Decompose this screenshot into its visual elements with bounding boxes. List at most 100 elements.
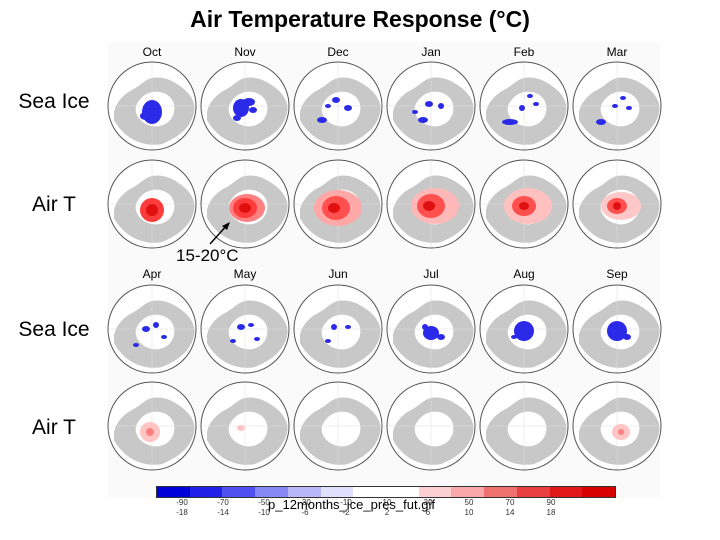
colorbar-swatch (157, 487, 190, 497)
annotation-arrow (209, 222, 230, 245)
map-air-t-bottom-5 (478, 380, 570, 472)
anomaly-patch (412, 110, 418, 114)
anomaly-patch (142, 326, 150, 332)
annotation-label: 15-20°C (176, 246, 239, 265)
anomaly-patch (425, 101, 433, 107)
anomaly-patch (422, 324, 428, 330)
anomaly-patch (519, 202, 529, 210)
map-sea-ice-top-6 (571, 60, 663, 152)
row-label-air-t-bottom: Air T (32, 416, 76, 439)
row-label-sea-ice-top: Sea Ice (18, 90, 90, 113)
colorbar-swatch (222, 487, 256, 497)
anomaly-patch (511, 335, 517, 339)
map-sea-ice-bottom-5 (478, 283, 570, 375)
anomaly-patch (161, 335, 167, 339)
anomaly-patch (237, 425, 245, 431)
map-sea-ice-top-4 (385, 60, 477, 152)
colorbar-swatch (189, 487, 223, 497)
colorbar-swatch (484, 487, 517, 497)
anomaly-patch (527, 94, 533, 98)
month-label-aug: Aug (513, 267, 535, 281)
map-air-t-top-4 (385, 158, 477, 250)
map-sea-ice-top-1 (106, 60, 198, 152)
anomaly-patch (418, 117, 428, 123)
colorbar-tick-bottom: 6 (425, 508, 431, 517)
colorbar-swatch (418, 487, 452, 497)
colorbar-tick-top: 90 (546, 498, 556, 507)
anomaly-patch (612, 104, 618, 108)
anomaly-patch (325, 339, 331, 343)
month-label-oct: Oct (142, 45, 162, 59)
colorbar-tick-top: 50 (464, 498, 474, 507)
map-air-t-bottom-1 (106, 380, 198, 472)
colorbar-swatch (386, 487, 419, 497)
month-label-feb: Feb (513, 45, 535, 59)
map-air-t-top-5 (478, 158, 570, 250)
row-label-air-t-top: Air T (32, 193, 76, 216)
anomaly-patch (423, 326, 439, 340)
anomaly-patch (233, 115, 241, 121)
map-air-t-top-3 (292, 158, 384, 250)
anomaly-patch (345, 325, 351, 329)
map-sea-ice-top-2 (199, 60, 291, 152)
anomaly-patch (596, 119, 606, 125)
anomaly-patch (613, 202, 621, 210)
colorbar-tick-top: -30 (299, 498, 311, 507)
anomaly-patch (239, 203, 251, 213)
map-sea-ice-bottom-3 (292, 283, 384, 375)
colorbar-swatch (549, 487, 583, 497)
anomaly-patch (237, 324, 245, 330)
anomaly-patch (146, 204, 158, 216)
anomaly-patch (626, 106, 632, 110)
colorbar-tick-bottom: 18 (546, 508, 556, 517)
filename-caption: p_12months_ice_pres_fut.gif (268, 497, 435, 512)
map-sea-ice-bottom-1 (106, 283, 198, 375)
colorbar-tick-bottom: -14 (217, 508, 229, 517)
colorbar-tick-top: 10 (382, 498, 392, 507)
month-label-sep: Sep (606, 267, 628, 281)
anomaly-patch (620, 96, 626, 100)
month-label-jun: Jun (328, 267, 348, 281)
anomaly-patch (153, 322, 159, 328)
anomaly-patch (331, 324, 337, 330)
colorbar-tick-bottom: 10 (464, 508, 474, 517)
colorbar-swatch (353, 487, 387, 497)
colorbar-tick-bottom: -18 (176, 508, 188, 517)
anomaly-patch (325, 104, 331, 108)
anomaly-patch (344, 105, 352, 111)
month-label-jul: Jul (423, 267, 439, 281)
map-air-t-bottom-2 (199, 380, 291, 472)
anomaly-patch (243, 98, 255, 106)
colorbar-tick-bottom: 2 (384, 508, 390, 517)
colorbar-tick-bottom: 14 (505, 508, 515, 517)
anomaly-patch (437, 334, 445, 340)
anomaly-patch (254, 337, 260, 341)
anomaly-patch (423, 201, 435, 211)
anomaly-patch (502, 119, 518, 125)
colorbar-tick-bottom: -6 (301, 508, 309, 517)
map-sea-ice-bottom-4 (385, 283, 477, 375)
row-label-sea-ice-bottom: Sea Ice (18, 318, 90, 341)
anomaly-patch (146, 428, 154, 436)
month-label-mar: Mar (606, 45, 628, 59)
colorbar-swatch (451, 487, 485, 497)
map-sea-ice-bottom-2 (199, 283, 291, 375)
colorbar-tick-top: 70 (505, 498, 515, 507)
month-label-nov: Nov (234, 45, 256, 59)
colorbar-tick-bottom: -10 (258, 508, 270, 517)
anomaly-patch (332, 97, 340, 103)
anomaly-patch (618, 429, 624, 435)
figure-title: Air Temperature Response (°C) (190, 6, 530, 32)
colorbar-swatch (287, 487, 321, 497)
colorbar-tick-bottom: -2 (342, 508, 350, 517)
anomaly-patch (133, 343, 139, 347)
colorbar (156, 486, 616, 498)
map-sea-ice-top-5 (478, 60, 570, 152)
anomaly-patch (438, 103, 444, 109)
anomaly-patch (248, 323, 254, 327)
colorbar-tick-top: -10 (340, 498, 352, 507)
anomaly-patch (140, 112, 152, 120)
colorbar-tick-top: 30 (423, 498, 433, 507)
anomaly-patch (607, 321, 627, 341)
map-air-t-top-1 (106, 158, 198, 250)
